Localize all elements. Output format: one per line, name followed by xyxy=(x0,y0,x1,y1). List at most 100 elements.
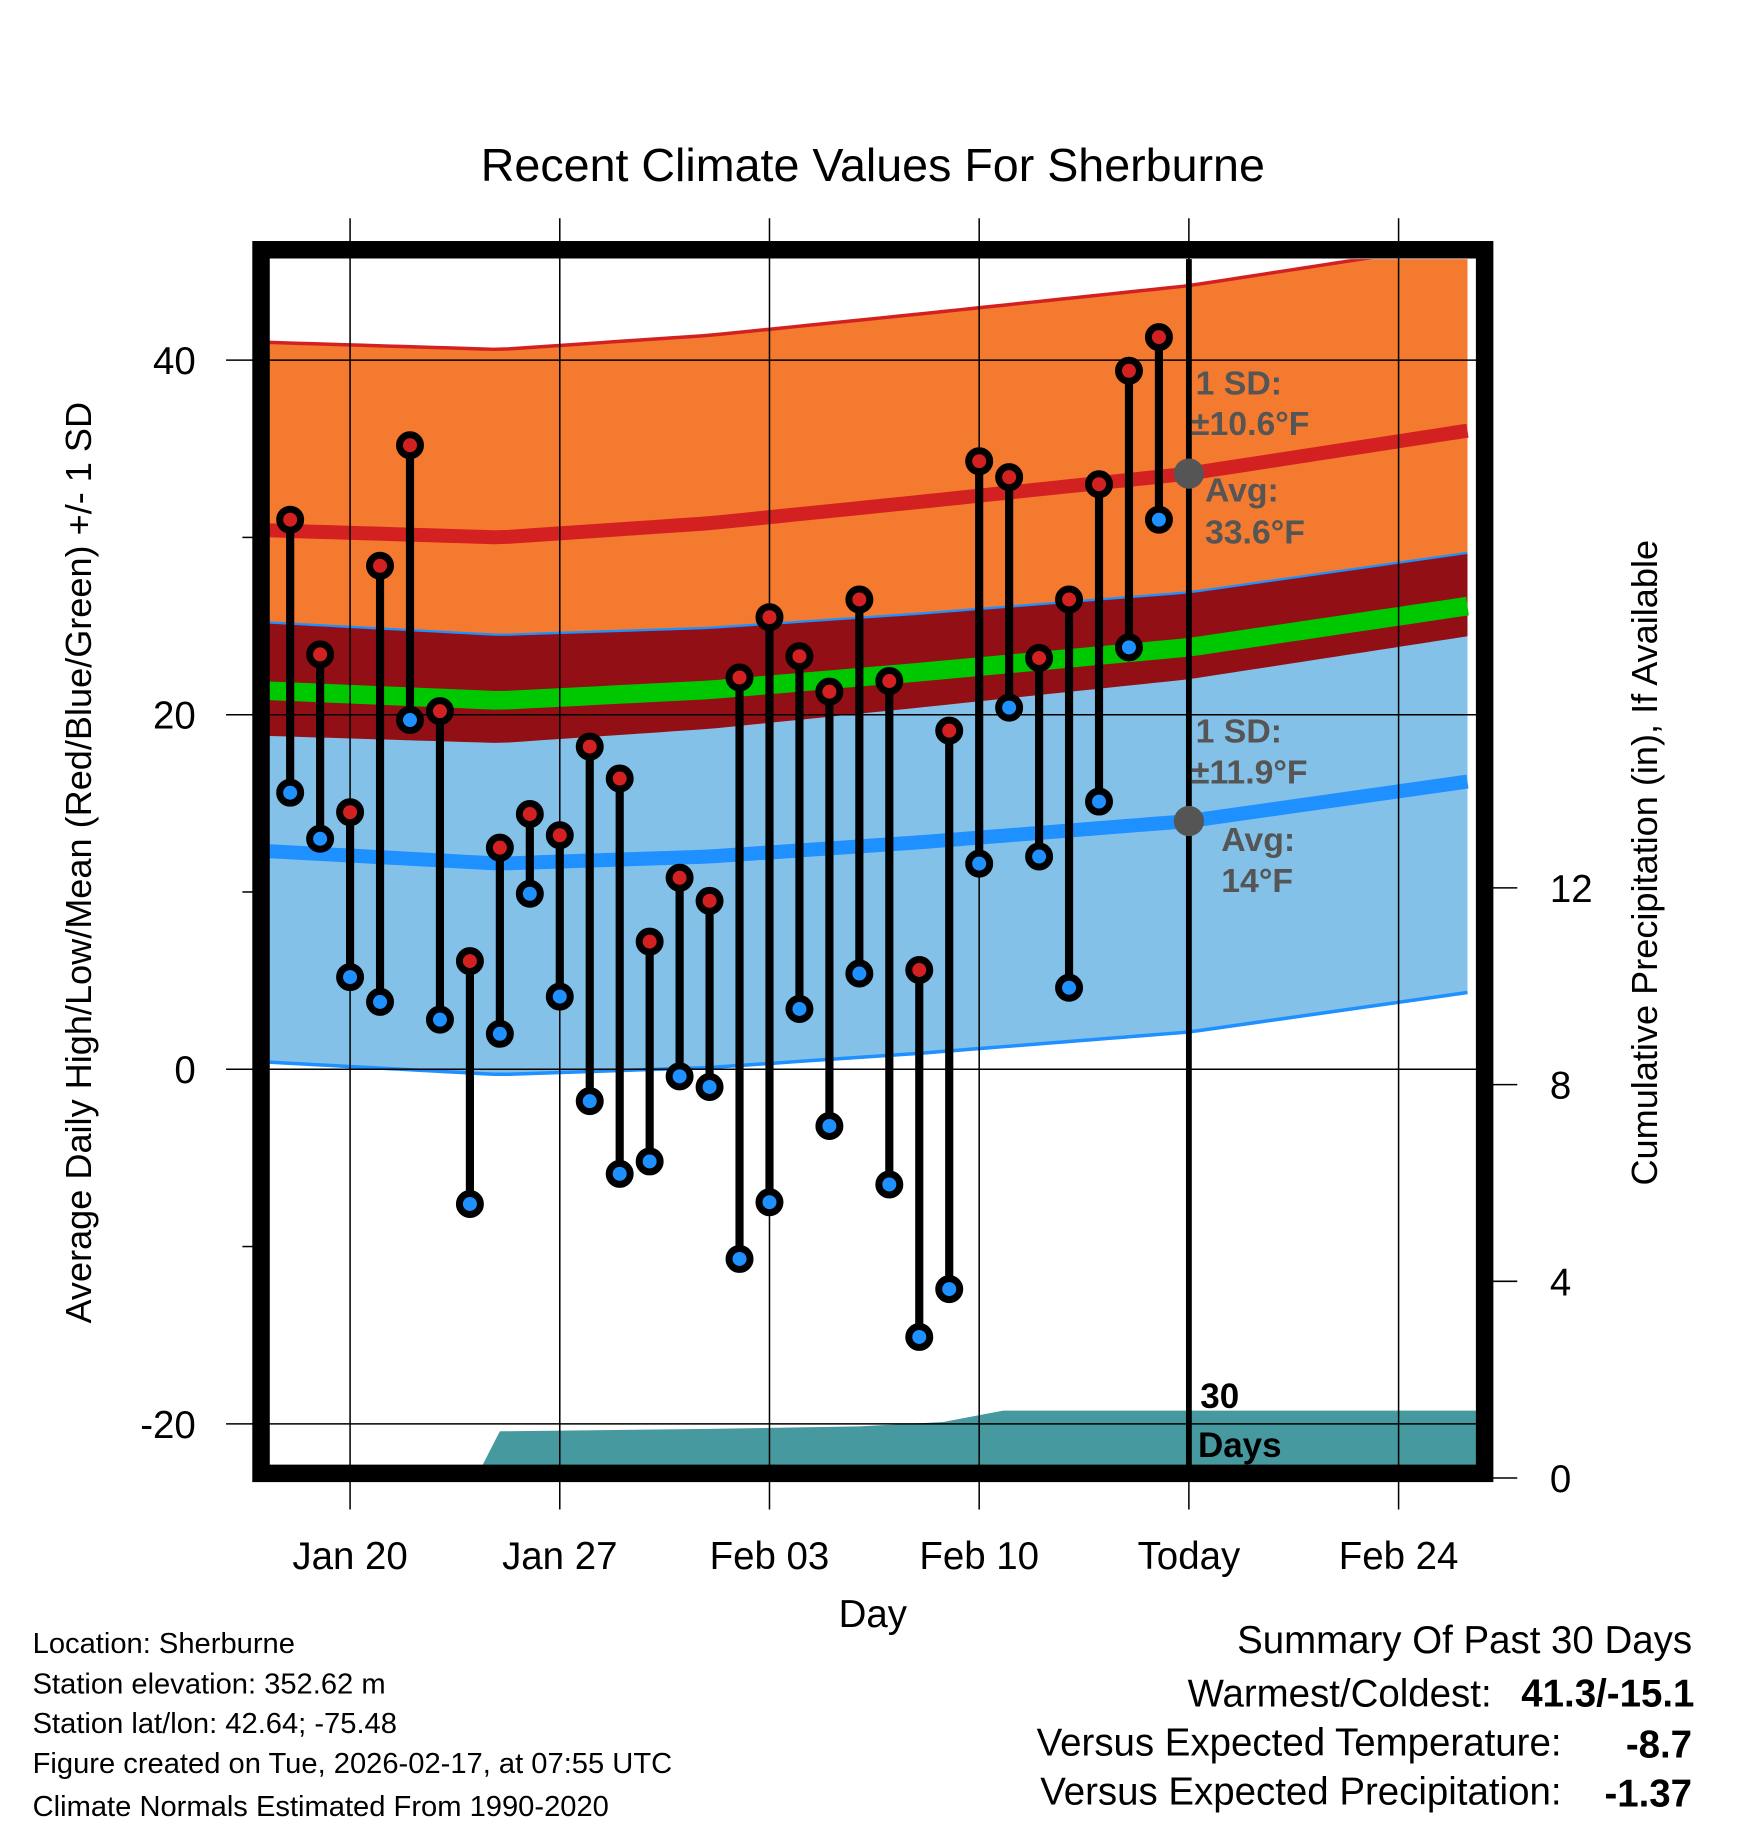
info-elevation: Station elevation: 352.62 m xyxy=(33,1669,386,1701)
daily-high-point xyxy=(515,799,544,828)
daily-high-point xyxy=(366,551,395,580)
daily-high-point xyxy=(575,732,604,761)
daily-low-point xyxy=(1114,633,1143,662)
info-normals: Climate Normals Estimated From 1990-2020 xyxy=(33,1791,609,1823)
high-avg-label: Avg: xyxy=(1205,471,1279,509)
daily-high-point xyxy=(965,447,994,476)
daily-low-point xyxy=(425,1005,454,1034)
daily-high-point xyxy=(815,677,844,706)
summary-temp-label: Versus Expected Temperature: xyxy=(1037,1721,1562,1764)
daily-low-point xyxy=(935,1275,964,1304)
daily-high-point xyxy=(875,667,904,695)
y-tick-label: 40 xyxy=(153,340,196,383)
low-sd-value: ±11.9°F xyxy=(1191,753,1308,791)
daily-low-point xyxy=(306,824,335,853)
daily-high-point xyxy=(485,833,514,862)
daily-low-point xyxy=(635,1147,664,1176)
x-tick-label: Feb 24 xyxy=(1339,1535,1459,1578)
summary: Summary Of Past 30 Days Warmest/Coldest:… xyxy=(1037,1619,1695,1816)
y-axis-right-label: Cumulative Precipitation (in), If Availa… xyxy=(1624,540,1665,1186)
annotations: 1 SD: ±10.6°F Avg: 33.6°F 1 SD: ±11.9°F … xyxy=(1191,364,1309,1465)
station-info: Location: Sherburne Station elevation: 3… xyxy=(33,1628,673,1823)
summary-precip-label: Versus Expected Precipitation: xyxy=(1040,1770,1561,1813)
daily-high-point xyxy=(785,642,814,671)
summary-temp-value: -8.7 xyxy=(1626,1724,1692,1767)
daily-low-point xyxy=(755,1188,784,1217)
daily-high-point xyxy=(1085,470,1113,499)
x-tick-label: Jan 20 xyxy=(292,1535,407,1578)
avg-high-today-marker xyxy=(1173,458,1205,489)
avg-high-line xyxy=(269,423,1469,545)
daily-high-point xyxy=(665,863,694,892)
y-right-tick-label: 12 xyxy=(1550,868,1593,911)
summary-title: Summary Of Past 30 Days xyxy=(1237,1619,1692,1662)
summary-warm-cold-value: 41.3/-15.1 xyxy=(1521,1672,1694,1715)
daily-high-point xyxy=(1144,323,1173,352)
daily-low-point xyxy=(995,693,1024,722)
daily-high-point xyxy=(1114,356,1143,385)
y-tick-label: 0 xyxy=(174,1049,195,1092)
chart-title: Recent Climate Values For Sherburne xyxy=(481,139,1265,191)
daily-low-point xyxy=(965,849,994,878)
daily-low-point xyxy=(845,959,874,988)
daily-low-point xyxy=(1025,842,1054,871)
daily-low-point xyxy=(276,778,305,807)
avg-low-today-marker xyxy=(1173,805,1205,837)
low-avg-value: 14°F xyxy=(1221,862,1293,900)
daily-high-point xyxy=(725,663,754,692)
y-right-tick-label: 4 xyxy=(1550,1261,1571,1304)
data-marks xyxy=(276,323,1173,1351)
daily-low-point xyxy=(396,706,424,734)
daily-low-point xyxy=(605,1159,634,1188)
y-tick-label: -20 xyxy=(140,1404,196,1447)
x-tick-label: Jan 27 xyxy=(502,1535,617,1578)
daily-low-point xyxy=(695,1073,724,1101)
days-word: Days xyxy=(1198,1426,1282,1465)
daily-high-point xyxy=(605,764,634,793)
high-sd-label: 1 SD: xyxy=(1196,364,1282,402)
daily-high-point xyxy=(635,927,664,956)
daily-high-point xyxy=(396,431,424,460)
info-created: Figure created on Tue, 2026-02-17, at 07… xyxy=(33,1748,673,1780)
x-tick-label: Feb 10 xyxy=(919,1535,1039,1578)
low-sd-upper-line xyxy=(269,551,1468,636)
daily-low-point xyxy=(1144,505,1173,534)
daily-high-point xyxy=(845,585,874,614)
daily-low-point xyxy=(485,1019,514,1048)
daily-low-point xyxy=(725,1244,754,1273)
x-axis-label: Day xyxy=(839,1593,908,1636)
x-tick-label: Feb 03 xyxy=(710,1535,830,1578)
daily-high-point xyxy=(755,603,784,632)
plot-area xyxy=(269,259,1477,1467)
high-sd-value: ±10.6°F xyxy=(1191,405,1309,443)
daily-high-point xyxy=(425,697,454,726)
daily-high-point xyxy=(455,947,484,976)
axes: Jan 20 Jan 27 Feb 03 Feb 10 Today Feb 24 -20 0 2… xyxy=(140,340,1592,1578)
info-location: Location: Sherburne xyxy=(33,1628,295,1660)
daily-low-point xyxy=(575,1087,604,1116)
daily-high-point xyxy=(935,716,964,745)
daily-low-point xyxy=(455,1190,484,1218)
y-axis-label: Average Daily High/Low/Mean (Red/Blue/Gr… xyxy=(58,402,99,1324)
daily-low-point xyxy=(1055,973,1084,1002)
daily-high-point xyxy=(995,463,1024,492)
daily-high-point xyxy=(306,640,335,669)
y-right-tick-label: 0 xyxy=(1550,1458,1571,1501)
mean-line xyxy=(269,596,1469,710)
plot-frame xyxy=(252,241,1494,1483)
y-tick-label: 20 xyxy=(153,695,196,738)
summary-warm-cold-label: Warmest/Coldest: xyxy=(1188,1672,1492,1715)
summary-precip-value: -1.37 xyxy=(1604,1773,1692,1816)
daily-low-point xyxy=(515,879,544,908)
gridlines xyxy=(226,218,1477,1510)
daily-low-point xyxy=(905,1322,934,1351)
info-latlon: Station lat/lon: 42.64; -75.48 xyxy=(33,1708,397,1740)
low-sd-label: 1 SD: xyxy=(1196,713,1282,751)
daily-low-point xyxy=(815,1112,844,1140)
daily-low-point xyxy=(875,1170,904,1199)
daily-high-point xyxy=(545,821,574,850)
days-count: 30 xyxy=(1200,1377,1239,1416)
high-sd-upper-line xyxy=(269,259,1373,352)
